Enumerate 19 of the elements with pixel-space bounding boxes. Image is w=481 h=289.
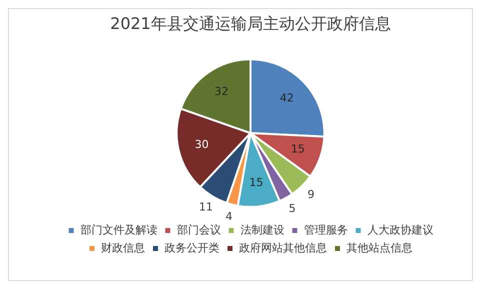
data-label: 11 — [198, 200, 213, 214]
data-label: 32 — [214, 85, 228, 98]
legend-label: 其他站点信息 — [346, 241, 412, 254]
data-label: 5 — [288, 202, 296, 216]
chart-title: 2021年县交通运输局主动公开政府信息 — [110, 14, 391, 33]
legend-label: 法制建设 — [240, 223, 284, 236]
data-label: 9 — [308, 188, 315, 202]
legend-label: 管理服务 — [304, 223, 348, 236]
legend-label: 部门文件及解读 — [80, 223, 158, 236]
legend-label: 部门会议 — [176, 223, 221, 236]
data-label: 30 — [194, 138, 209, 151]
legend-label: 政府网站其他信息 — [239, 241, 327, 254]
legend-label: 人大政协建议 — [367, 223, 434, 236]
legend-label: 财政信息 — [101, 241, 145, 254]
data-label: 4 — [225, 210, 232, 224]
data-label: 42 — [280, 91, 294, 104]
legend-label: 政务公开类 — [164, 241, 220, 254]
data-label: 15 — [290, 142, 305, 156]
data-label: 15 — [249, 176, 264, 189]
